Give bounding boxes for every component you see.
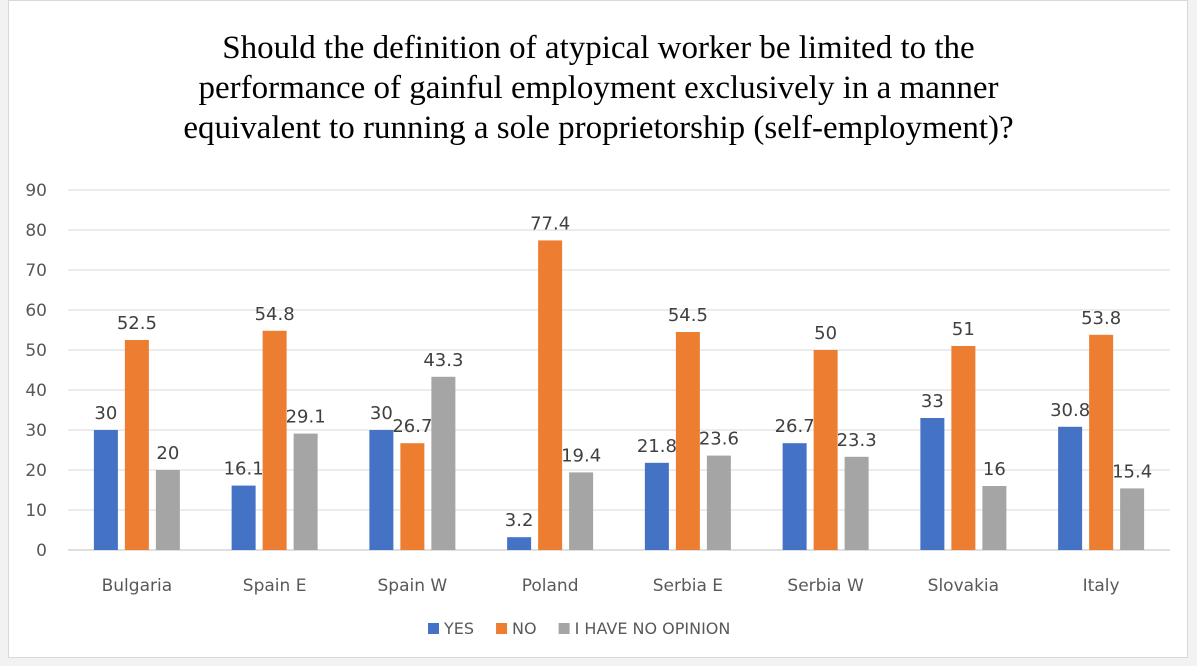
x-tick-label: Slovakia xyxy=(928,576,999,596)
chart-title: Should the definition of atypical worker… xyxy=(183,30,1014,146)
bar-i-have-no-opinion xyxy=(1120,488,1145,550)
legend-swatch xyxy=(428,623,439,634)
y-tick-label: 90 xyxy=(25,181,47,201)
bar-no xyxy=(813,350,838,550)
data-label: 30 xyxy=(94,403,117,424)
bar-i-have-no-opinion xyxy=(293,433,318,550)
data-label: 20 xyxy=(156,443,179,464)
data-label: 19.4 xyxy=(561,445,601,466)
data-label: 23.6 xyxy=(699,429,739,450)
data-label: 3.2 xyxy=(505,510,534,531)
data-label: 51 xyxy=(952,319,975,340)
y-axis-ticks: 0 10 20 30 40 50 60 70 80 90 xyxy=(25,181,47,561)
y-tick-label: 0 xyxy=(36,541,47,561)
bar-yes xyxy=(782,443,807,550)
data-label: 16 xyxy=(983,459,1006,480)
data-label: 29.1 xyxy=(286,407,326,428)
x-tick-label: Spain W xyxy=(378,576,448,596)
y-tick-label: 80 xyxy=(25,221,47,241)
data-label: 23.3 xyxy=(837,430,877,451)
bar-i-have-no-opinion xyxy=(431,376,456,550)
bar-yes xyxy=(920,418,945,550)
data-label: 52.5 xyxy=(117,313,157,334)
y-tick-label: 50 xyxy=(25,341,47,361)
bar-yes xyxy=(369,430,394,550)
legend-swatch xyxy=(496,623,508,634)
bar-no xyxy=(1089,334,1114,550)
bar-no xyxy=(400,443,425,550)
bar-no xyxy=(538,240,563,550)
y-tick-label: 40 xyxy=(25,381,47,401)
bar-i-have-no-opinion xyxy=(982,486,1007,550)
legend-label: NO xyxy=(512,619,537,638)
y-tick-label: 70 xyxy=(25,261,47,281)
x-axis-ticks: Bulgaria Spain E Spain W Poland Serbia E Serb… xyxy=(102,576,1120,596)
y-tick-label: 20 xyxy=(25,461,47,481)
bar-i-have-no-opinion xyxy=(706,455,731,550)
bar-no xyxy=(262,330,287,550)
y-tick-label: 60 xyxy=(25,301,47,321)
legend-label: YES xyxy=(443,619,474,638)
data-label: 26.7 xyxy=(775,416,815,437)
data-label: 43.3 xyxy=(423,350,463,371)
data-label: 15.4 xyxy=(1112,461,1152,482)
bar-yes xyxy=(231,485,256,550)
x-tick-label: Serbia W xyxy=(787,576,864,596)
data-label: 77.4 xyxy=(530,213,570,234)
x-tick-label: Italy xyxy=(1083,576,1120,596)
x-tick-label: Serbia E xyxy=(653,576,723,596)
bar-i-have-no-opinion xyxy=(844,456,869,550)
y-tick-label: 30 xyxy=(25,421,47,441)
data-label: 30 xyxy=(370,403,393,424)
legend-swatch xyxy=(558,623,570,634)
data-label: 33 xyxy=(921,391,944,412)
data-label: 54.5 xyxy=(668,305,708,326)
data-label: 21.8 xyxy=(637,436,677,457)
y-tick-label: 10 xyxy=(25,501,47,521)
legend: YES NO I HAVE NO OPINION xyxy=(428,619,730,638)
data-label: 54.8 xyxy=(255,304,295,325)
bars xyxy=(93,240,1145,550)
data-label: 16.1 xyxy=(224,459,264,480)
x-tick-label: Spain E xyxy=(243,576,307,596)
x-tick-label: Bulgaria xyxy=(102,576,173,596)
data-label: 30.8 xyxy=(1050,400,1090,421)
bar-no xyxy=(124,340,149,550)
bar-i-have-no-opinion xyxy=(155,470,180,550)
bar-yes xyxy=(507,537,532,550)
data-label: 26.7 xyxy=(392,416,432,437)
bar-yes xyxy=(1058,426,1083,550)
legend-label: I HAVE NO OPINION xyxy=(575,619,731,638)
bar-no xyxy=(951,346,976,550)
bar-i-have-no-opinion xyxy=(569,472,594,550)
x-tick-label: Poland xyxy=(522,576,579,596)
bar-yes xyxy=(644,462,669,550)
bar-yes xyxy=(93,430,118,550)
data-label: 53.8 xyxy=(1081,308,1121,329)
data-label: 50 xyxy=(814,323,837,344)
bar-no xyxy=(675,332,700,550)
